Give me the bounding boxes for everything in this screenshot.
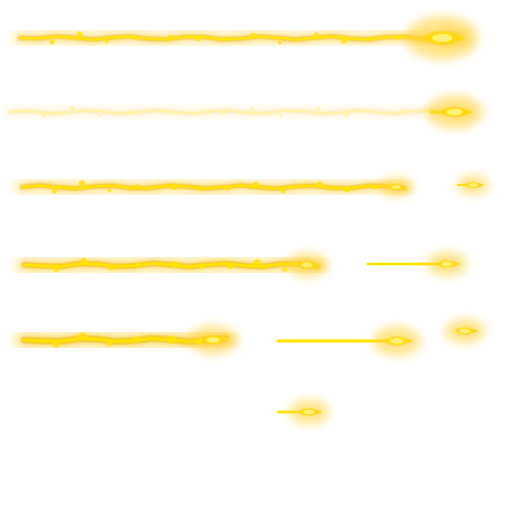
- trail-spark: [132, 336, 140, 344]
- trail-spark: [99, 113, 103, 117]
- trail-spark: [401, 109, 406, 114]
- trail-spark: [199, 263, 205, 269]
- trail-spark: [78, 180, 86, 187]
- trail-core: [18, 35, 462, 41]
- trail-spark: [170, 183, 177, 190]
- trail-head-core: [446, 108, 463, 116]
- trail-head-core: [301, 262, 313, 268]
- trail-spark: [171, 261, 179, 269]
- trail-spark: [127, 109, 132, 114]
- trail-frame-3: [15, 177, 413, 197]
- trail-spark: [108, 265, 114, 271]
- trail-spark: [249, 107, 255, 113]
- trail-spark: [316, 106, 321, 111]
- trail-frame-1: [13, 28, 468, 48]
- trail-spark: [344, 111, 350, 118]
- trail-spark: [225, 185, 231, 191]
- trail-head-core: [468, 183, 478, 187]
- trail-body: [8, 108, 470, 116]
- trail-spark: [76, 31, 83, 38]
- trail-spark: [221, 110, 226, 116]
- trail-spark: [373, 111, 377, 115]
- trail-head-core: [391, 185, 401, 189]
- trail-frame-11: [420, 95, 483, 129]
- trail-spark: [168, 335, 177, 344]
- trail-spark: [131, 35, 137, 41]
- trail-spark: [107, 188, 112, 193]
- trail-spark: [343, 186, 351, 193]
- trail-spark: [105, 39, 109, 44]
- trail-frame-12: [406, 16, 479, 60]
- trail-spark: [278, 40, 282, 45]
- trail-spark: [134, 184, 140, 190]
- trail-core: [20, 184, 407, 190]
- trail-head-core: [303, 409, 315, 415]
- trail-head-core: [441, 261, 453, 267]
- trail-spark: [369, 36, 373, 41]
- trail-spark: [52, 340, 60, 348]
- trail-spark: [226, 262, 233, 270]
- trail-spark: [69, 105, 75, 112]
- trail-spark: [51, 188, 58, 194]
- trail-spark: [253, 259, 261, 267]
- trail-spark: [80, 257, 88, 266]
- trail-spark: [198, 186, 203, 191]
- trail-spark: [340, 37, 347, 44]
- trail-frame-8: [268, 326, 421, 356]
- trail-spark: [164, 109, 170, 115]
- trail-spark: [281, 189, 286, 194]
- trail-spark: [282, 266, 288, 272]
- trail-spark: [313, 32, 319, 38]
- trail-spark: [106, 340, 113, 347]
- trail-frame-10: [270, 400, 329, 424]
- trail-spark: [279, 114, 283, 118]
- trail-frame-9: [445, 319, 485, 343]
- trail-spark: [167, 34, 174, 41]
- trail-spark: [135, 261, 142, 268]
- trail-head-core: [390, 338, 404, 344]
- trail-spark: [395, 34, 401, 41]
- trail-spark: [252, 181, 259, 189]
- trail-frame-5: [16, 253, 327, 277]
- trail-frame-7: [14, 325, 237, 355]
- trail-spark: [372, 185, 377, 190]
- trail-spark: [317, 181, 323, 187]
- trail-spark: [49, 39, 55, 45]
- trail-spark: [78, 332, 87, 341]
- trail-core: [9, 109, 469, 115]
- trail-spark: [41, 113, 46, 118]
- trail-frame-4: [451, 175, 490, 195]
- trail-frame-2: [5, 104, 474, 120]
- trail-head-core: [459, 328, 471, 334]
- trail-spark: [222, 36, 228, 42]
- trail-head-core: [432, 33, 453, 43]
- trail-spark: [193, 111, 197, 115]
- trail-spark: [249, 32, 256, 40]
- trail-spark: [196, 338, 203, 345]
- trail-core: [22, 262, 320, 268]
- trail-spark: [53, 265, 60, 272]
- trail-spark: [196, 37, 200, 42]
- trail-frame-6: [360, 252, 467, 276]
- trail-head-core: [206, 337, 220, 343]
